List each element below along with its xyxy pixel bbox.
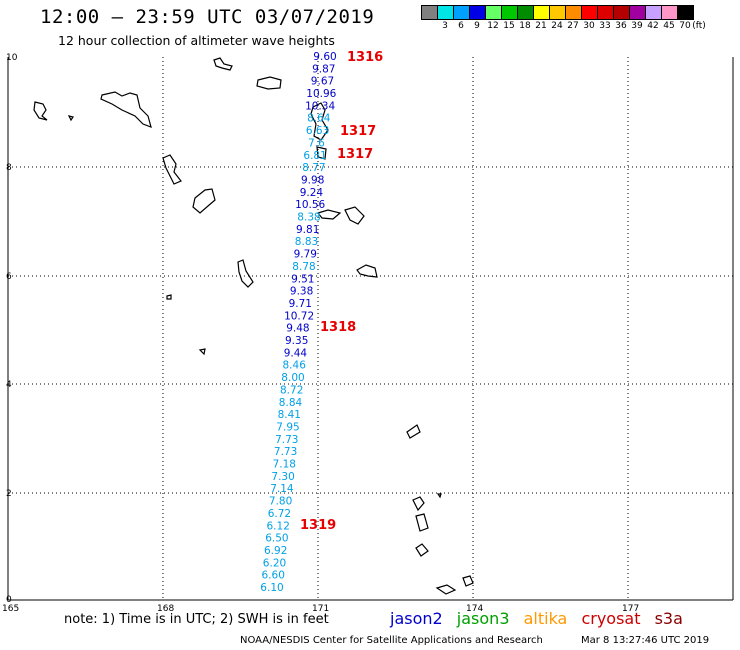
satellite-cryosat: cryosat xyxy=(581,609,641,628)
time-label-1317-a: 1317 xyxy=(340,124,376,139)
wave-height-value: 9.60 xyxy=(313,51,336,63)
footer-credit: NOAA/NESDIS Center for Satellite Applica… xyxy=(240,635,543,646)
longitude-gridlines xyxy=(162,57,629,600)
page-title: 12:00 – 23:59 UTC 03/07/2019 xyxy=(40,6,375,28)
legend-label-ft: (ft) xyxy=(692,21,706,31)
time-label-1316: 1316 xyxy=(347,50,383,65)
lon-label-177: 177 xyxy=(622,604,639,614)
island-outlines xyxy=(33,57,474,595)
wave-height-value: 8.64 xyxy=(307,113,331,125)
wave-height-value: 6.50 xyxy=(265,533,288,545)
wave-height-value: 7.95 xyxy=(276,422,299,434)
legend-label-9: 9 xyxy=(474,21,480,31)
legend-label-6: 6 xyxy=(458,21,464,31)
wave-height-value: 10.96 xyxy=(306,88,336,100)
color-legend-labels: 3 6 9 12 15 18 21 24 27 30 33 36 39 42 45 70 (ft) xyxy=(421,21,740,35)
legend-label-15: 15 xyxy=(503,21,515,31)
legend-label-70: 70 xyxy=(679,21,691,31)
wave-height-value: 10.34 xyxy=(305,100,335,112)
legend-label-39: 39 xyxy=(631,21,643,31)
wave-height-value: 9.38 xyxy=(290,286,313,298)
wave-height-value: 9.35 xyxy=(285,335,308,347)
time-label-1319: 1319 xyxy=(300,518,336,533)
page-subtitle: 12 hour collection of altimeter wave hei… xyxy=(58,33,335,48)
wave-height-value: 9.44 xyxy=(284,347,308,359)
legend-label-45: 45 xyxy=(663,21,675,31)
satellite-jason2: jason2 xyxy=(390,609,443,628)
legend-label-3: 3 xyxy=(442,21,448,31)
wave-height-value: 8.84 xyxy=(279,397,303,409)
time-label-1317-b: 1317 xyxy=(337,147,373,162)
time-label-1318: 1318 xyxy=(320,320,356,335)
wave-height-value: 8.72 xyxy=(280,384,303,396)
wave-height-value: 9.98 xyxy=(301,175,324,187)
wave-height-value: 6.20 xyxy=(263,557,286,569)
lat-label-8: 8 xyxy=(6,163,12,173)
satellite-jason3: jason3 xyxy=(456,609,510,628)
wave-height-value: 9.51 xyxy=(291,273,314,285)
wave-height-value: 6.60 xyxy=(262,570,285,582)
satellite-altika: altika xyxy=(523,609,568,628)
wave-height-value: 6.12 xyxy=(267,520,290,532)
lat-label-10: 10 xyxy=(6,53,18,63)
lat-label-6: 6 xyxy=(6,272,12,282)
legend-label-42: 42 xyxy=(647,21,659,31)
wave-height-value: 6.92 xyxy=(264,545,287,557)
wave-height-value: 7.14 xyxy=(270,483,294,495)
lon-label-165: 165 xyxy=(2,604,19,614)
wave-height-value: 7.30 xyxy=(271,471,294,483)
legend-label-21: 21 xyxy=(535,21,547,31)
wave-height-value: 10.72 xyxy=(284,310,314,322)
wave-height-value: 7.6 xyxy=(308,137,325,149)
wave-height-value: 8.78 xyxy=(292,261,315,273)
wave-height-value: 8.77 xyxy=(302,162,325,174)
wave-height-value: 9.24 xyxy=(300,187,324,199)
legend-label-27: 27 xyxy=(567,21,579,31)
wave-height-value: 7.80 xyxy=(269,496,292,508)
wave-height-value: 8.83 xyxy=(295,236,318,248)
wave-height-value: 8.46 xyxy=(283,360,307,372)
lon-label-174: 174 xyxy=(466,604,483,614)
note-text: note: 1) Time is in UTC; 2) SWH is in fe… xyxy=(64,612,329,627)
legend-label-24: 24 xyxy=(551,21,563,31)
lat-label-2: 2 xyxy=(6,489,12,499)
satellite-legend: jason2 jason3 altika cryosat s3a xyxy=(390,609,692,628)
legend-label-30: 30 xyxy=(583,21,595,31)
wave-height-value: 6.72 xyxy=(268,508,291,520)
wave-height-value: 9.71 xyxy=(289,298,312,310)
wave-height-value: 9.67 xyxy=(311,76,334,88)
wave-height-value: 10.56 xyxy=(295,199,325,211)
wave-height-value: 7.73 xyxy=(274,446,297,458)
lat-label-0: 0 xyxy=(6,595,12,605)
wave-height-value: 9.87 xyxy=(312,63,335,75)
wave-height-value: 6.63 xyxy=(306,125,329,137)
wave-height-value: 9.81 xyxy=(296,224,319,236)
legend-label-33: 33 xyxy=(599,21,611,31)
wave-height-value: 8.41 xyxy=(278,409,301,421)
lat-label-4: 4 xyxy=(6,380,12,390)
wave-height-value: 6.10 xyxy=(260,582,283,594)
wave-height-value: 8.38 xyxy=(297,212,320,224)
lon-label-168: 168 xyxy=(157,604,174,614)
wave-height-value: 9.48 xyxy=(286,323,309,335)
wave-height-value: 7.73 xyxy=(275,434,298,446)
legend-label-36: 36 xyxy=(615,21,627,31)
latitude-gridlines xyxy=(8,166,733,494)
legend-label-12: 12 xyxy=(487,21,499,31)
satellite-s3a: s3a xyxy=(654,609,683,628)
wave-height-value: 9.79 xyxy=(294,249,317,261)
wave-height-value: 7.18 xyxy=(273,459,296,471)
legend-swatch-16 xyxy=(677,5,694,20)
wave-height-value: 6.81 xyxy=(303,150,326,162)
legend-label-18: 18 xyxy=(519,21,531,31)
wave-height-value: 8.00 xyxy=(281,372,304,384)
lon-label-171: 171 xyxy=(312,604,329,614)
color-legend xyxy=(421,5,694,20)
footer-timestamp: Mar 8 13:27:46 UTC 2019 xyxy=(581,635,710,646)
wave-height-track: 9.609.879.6710.9610.348.646.637.66.818.7… xyxy=(260,51,336,594)
